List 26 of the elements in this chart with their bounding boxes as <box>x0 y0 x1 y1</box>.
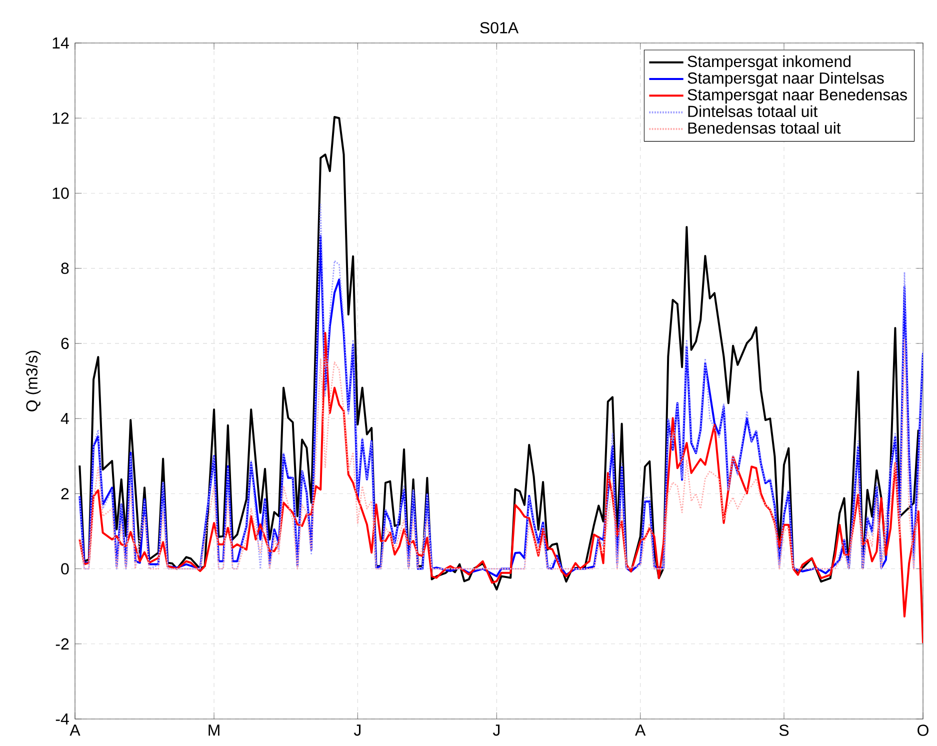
legend-label: Benedensas totaal uit <box>688 122 841 134</box>
chart-title: S01A <box>480 22 519 34</box>
legend-label: Stampersgat naar Dintelsas <box>688 72 884 87</box>
y-tick-label: -2 <box>56 638 69 650</box>
x-tick-label: M <box>208 724 220 736</box>
y-tick-label: 10 <box>52 188 69 199</box>
x-tick-label: A <box>70 724 80 736</box>
x-tick-label: S <box>779 724 789 736</box>
y-tick-label: 8 <box>61 262 69 274</box>
line-series <box>78 116 920 590</box>
y-tick-label: 0 <box>61 563 69 574</box>
y-tick-label: 6 <box>61 338 69 350</box>
legend-label: Stampersgat naar Benedensas <box>688 88 907 104</box>
y-tick-label: 14 <box>52 37 69 48</box>
x-tick-label: J <box>492 724 500 736</box>
line-series <box>78 332 924 644</box>
legend-label: Dintelsas totaal uit <box>688 105 818 118</box>
y-tick-label: 12 <box>52 112 69 124</box>
x-tick-label: O <box>918 724 928 736</box>
y-tick-label: 2 <box>61 488 69 500</box>
legend-label: Stampersgat inkomend <box>688 55 850 70</box>
y-tick-label: 4 <box>60 413 69 424</box>
y-axis-title: Q (m3/s) <box>26 350 41 412</box>
y-tick-label: -4 <box>56 714 69 725</box>
x-tick-label: A <box>635 724 646 736</box>
x-tick-label: J <box>354 724 360 736</box>
